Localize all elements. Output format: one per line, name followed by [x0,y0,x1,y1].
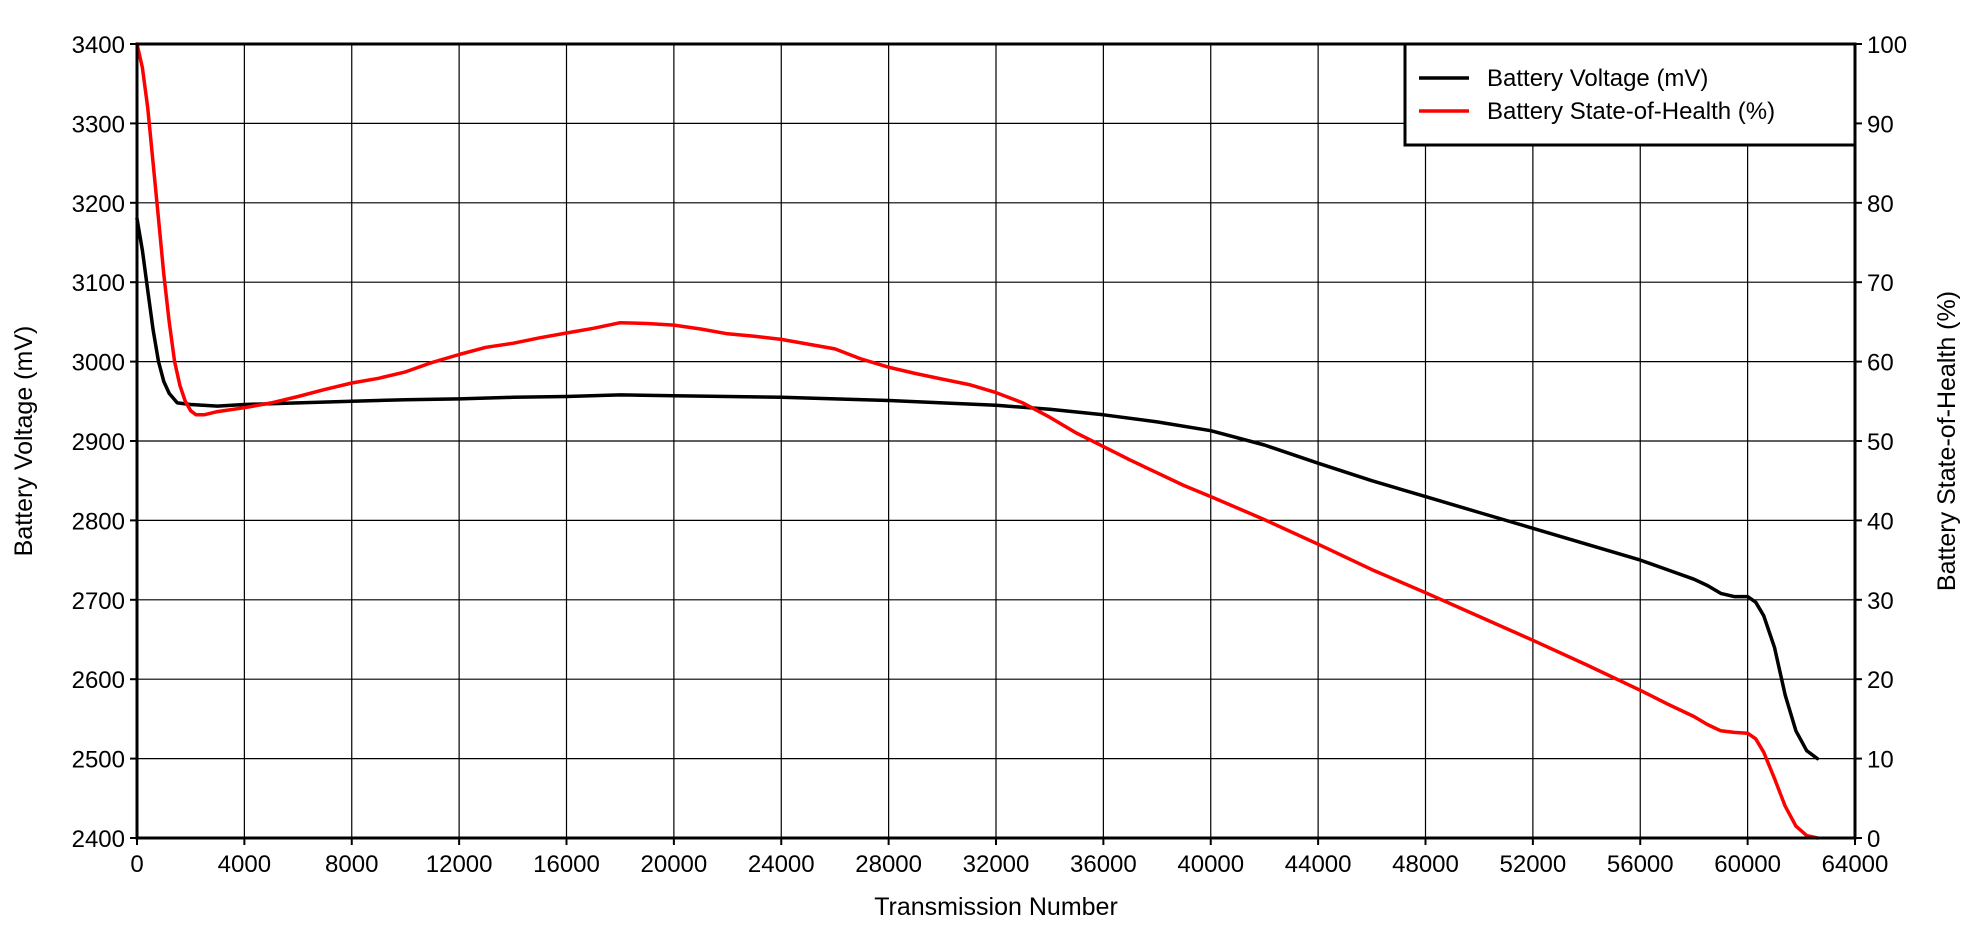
x-tick-label: 32000 [963,851,1030,878]
y-left-tick-label: 2900 [72,429,125,456]
x-tick-label: 0 [130,851,143,878]
y-left-tick-label: 3300 [72,111,125,138]
y-right-tick-label: 40 [1867,508,1894,535]
legend-box [1403,42,1857,147]
y-left-axis-title: Battery Voltage (mV) [10,326,38,557]
x-tick-label: 44000 [1285,851,1352,878]
y-left-tick-label: 2500 [72,747,125,774]
y-left-tick-label: 3400 [72,32,125,59]
y-right-tick-label: 30 [1867,588,1894,615]
x-tick-label: 16000 [533,851,600,878]
y-left-tick-label: 3000 [72,350,125,377]
x-tick-label: 64000 [1822,851,1889,878]
series-layer [135,42,1820,840]
y-left-tick-label: 3200 [72,191,125,218]
y-right-tick-label: 50 [1867,429,1894,456]
legend: Battery Voltage (mV) Battery State-of-Hea… [1403,42,1857,147]
x-tick-label: 40000 [1177,851,1244,878]
y-right-tick-label: 60 [1867,350,1894,377]
y-right-axis-title: Battery State-of-Health (%) [1933,291,1961,591]
y-right-tick-label: 80 [1867,191,1894,218]
x-tick-label: 4000 [218,851,271,878]
x-tick-label: 20000 [641,851,708,878]
series-line-battery-soh [135,42,1820,840]
legend-label: Battery Voltage (mV) [1487,65,1708,92]
tick-layer: 0 4000 8000 12000 16000 20000 24000 28000 32000 3… [72,32,1907,878]
y-right-tick-label: 90 [1867,111,1894,138]
y-left-tick-label: 2800 [72,508,125,535]
x-tick-label: 12000 [426,851,493,878]
y-right-tick-label: 100 [1867,32,1907,59]
x-tick-label: 36000 [1070,851,1137,878]
y-left-tick-label: 2400 [72,826,125,853]
x-tick-label: 8000 [325,851,378,878]
x-tick-label: 48000 [1392,851,1459,878]
y-right-tick-label: 0 [1867,826,1880,853]
x-tick-label: 28000 [855,851,922,878]
x-tick-label: 56000 [1607,851,1674,878]
series-line-battery-voltage [135,216,1820,761]
x-tick-label: 60000 [1714,851,1781,878]
legend-label: Battery State-of-Health (%) [1487,98,1775,125]
y-left-tick-label: 3100 [72,270,125,297]
y-left-tick-label: 2700 [72,588,125,615]
x-tick-label: 24000 [748,851,815,878]
y-right-tick-label: 20 [1867,667,1894,694]
x-tick-label: 52000 [1500,851,1567,878]
y-right-tick-label: 70 [1867,270,1894,297]
x-axis-title: Transmission Number [874,893,1118,921]
grid-lines [137,44,1855,838]
y-right-tick-label: 10 [1867,747,1894,774]
y-left-tick-label: 2600 [72,667,125,694]
